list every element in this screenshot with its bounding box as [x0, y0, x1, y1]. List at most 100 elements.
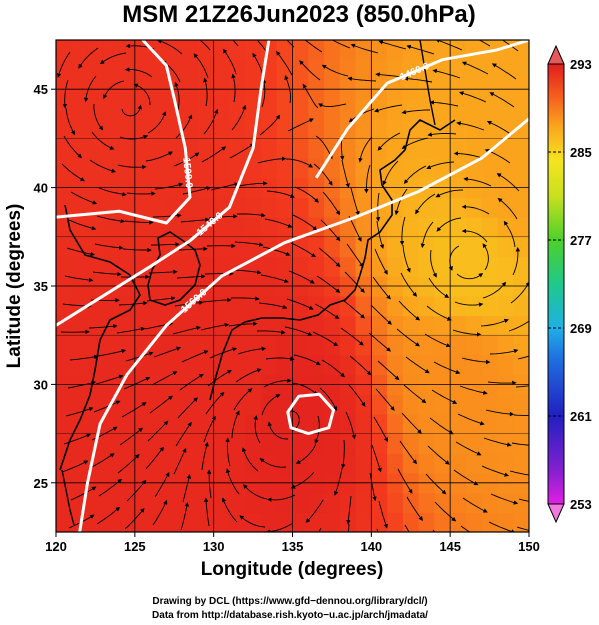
field-cell	[292, 197, 309, 218]
field-cell	[450, 256, 467, 277]
china-coastline	[59, 204, 141, 471]
field-cell	[324, 512, 341, 532]
streamline	[225, 468, 240, 495]
field-cell	[245, 40, 262, 61]
streamline	[262, 246, 291, 256]
field-cell	[497, 217, 514, 238]
field-cell	[119, 256, 136, 277]
streamline	[481, 465, 510, 477]
streamline	[146, 296, 176, 302]
streamline	[64, 275, 94, 283]
streamline	[176, 274, 206, 279]
streamline	[341, 439, 346, 469]
field-cell	[324, 138, 341, 159]
field-cell	[355, 453, 372, 474]
field-cell	[150, 394, 167, 415]
streamline	[177, 397, 199, 419]
streamline	[497, 198, 518, 220]
streamline	[364, 164, 371, 194]
field-cell	[71, 315, 89, 336]
field-cell	[197, 256, 215, 277]
field-cell	[324, 118, 341, 139]
field-cell	[56, 394, 73, 415]
field-cell	[513, 236, 529, 258]
streamline	[321, 64, 349, 77]
streamline	[403, 76, 433, 83]
field-cell	[465, 236, 483, 258]
streamline	[119, 134, 149, 140]
field-cell	[292, 40, 309, 61]
field-cell	[150, 197, 167, 218]
streamline	[68, 219, 97, 231]
streamline	[149, 395, 173, 414]
streamline	[124, 507, 145, 530]
streamline	[65, 406, 94, 417]
field-cell	[134, 492, 152, 513]
field-cell	[245, 413, 262, 435]
streamline	[496, 173, 520, 192]
field-cell	[434, 433, 451, 454]
field-cell	[339, 315, 357, 336]
streamline	[426, 161, 455, 170]
streamline	[377, 132, 401, 151]
streamline	[265, 522, 294, 532]
field-cell	[134, 99, 152, 120]
streamline	[512, 246, 521, 276]
x-tick-label: 130	[203, 539, 225, 554]
field-cell	[513, 433, 529, 454]
streamline	[346, 243, 364, 268]
field-cell	[276, 354, 294, 376]
field-cell	[260, 453, 278, 474]
streamline	[91, 131, 115, 150]
streamline	[452, 329, 482, 337]
field-cell	[87, 118, 104, 139]
streamline	[234, 241, 264, 247]
streamline	[61, 460, 89, 473]
streamline	[232, 269, 262, 275]
streamline	[304, 40, 323, 53]
field-cell	[245, 335, 262, 356]
field-cell	[465, 99, 483, 120]
field-cell	[134, 138, 152, 159]
streamline	[228, 321, 258, 327]
field-cell	[182, 315, 199, 336]
streamline	[368, 332, 391, 352]
streamline	[463, 176, 492, 187]
field-cell	[103, 492, 120, 513]
field-cell	[308, 335, 325, 356]
field-cell	[134, 315, 152, 336]
field-cell	[371, 394, 388, 415]
field-cell	[87, 256, 104, 277]
field-cell	[418, 453, 436, 474]
field-cell	[339, 59, 357, 80]
streamline	[241, 447, 259, 472]
streamline	[342, 299, 365, 319]
field-cell	[308, 40, 325, 61]
streamline	[401, 412, 422, 434]
field-cell	[182, 118, 199, 139]
field-cell	[260, 158, 278, 179]
streamline	[461, 204, 490, 215]
streamline	[369, 472, 377, 502]
field-cell	[260, 512, 278, 532]
field-cell	[292, 315, 309, 336]
colorbar: 253 261 269 277 285 293	[547, 44, 592, 524]
field-cell	[465, 354, 483, 376]
field-cell	[71, 99, 89, 120]
streamline	[316, 275, 341, 293]
field-cell	[260, 335, 278, 356]
field-cell	[229, 197, 246, 218]
field-cell	[308, 512, 325, 532]
field-cell	[134, 236, 152, 258]
field-cell	[87, 99, 104, 120]
field-cell	[513, 492, 529, 513]
streamline	[427, 132, 457, 137]
field-cell	[308, 394, 325, 415]
streamline	[261, 394, 281, 416]
colorbar-gradient	[547, 63, 565, 505]
field-cell	[434, 99, 451, 120]
field-cell	[87, 158, 104, 179]
field-cell	[387, 138, 404, 159]
field-cell	[465, 118, 483, 139]
